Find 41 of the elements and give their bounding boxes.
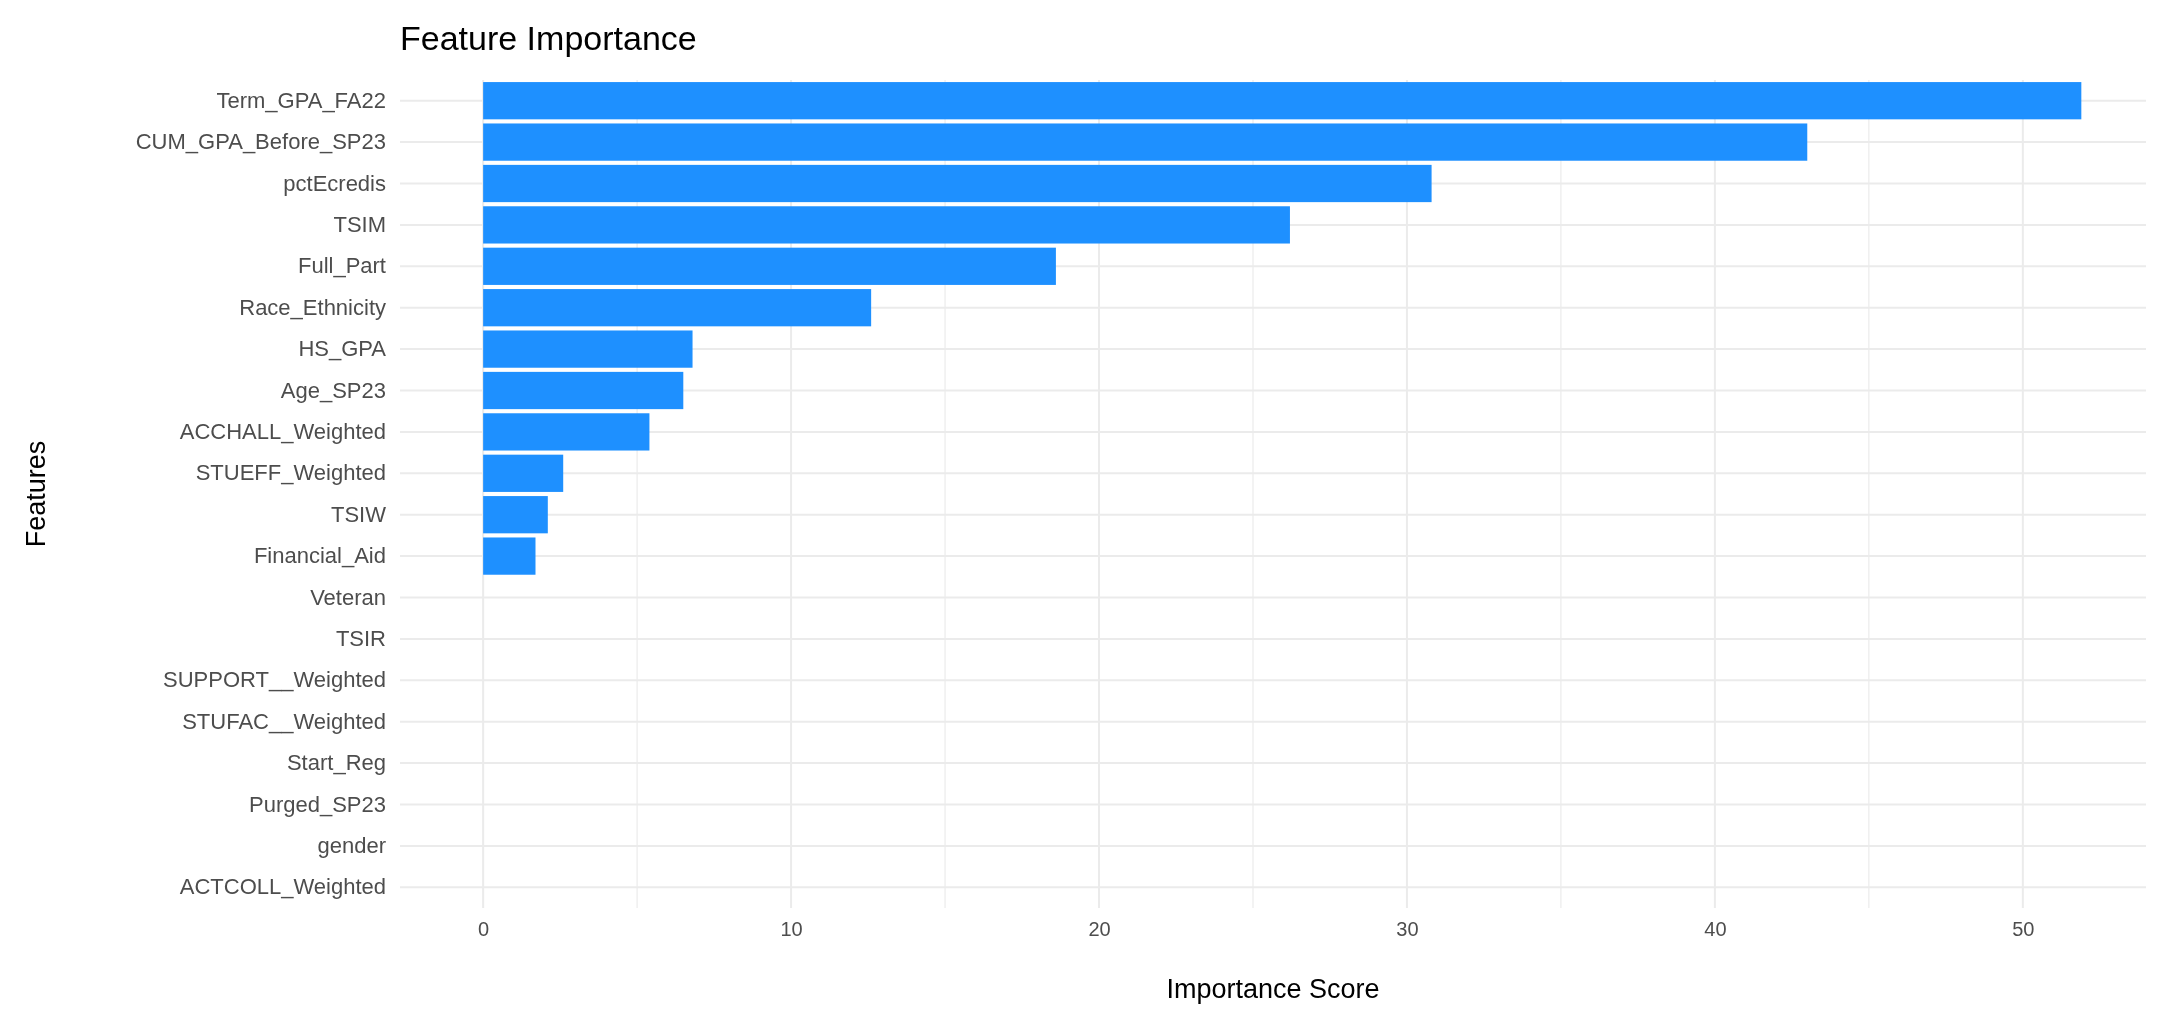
x-axis-title: Importance Score [1166, 974, 1380, 1004]
y-tick-label: STUEFF_Weighted [195, 460, 386, 486]
y-tick-label: Term_GPA_FA22 [216, 87, 386, 113]
y-tick-label: Veteran [310, 584, 386, 610]
bar [483, 82, 2082, 120]
bar [483, 330, 693, 368]
y-tick-label: Race_Ethnicity [239, 294, 386, 320]
x-tick-label: 50 [2012, 918, 2035, 941]
bar [483, 247, 1056, 285]
bar [483, 289, 872, 327]
y-tick-label: SUPPORT__Weighted [163, 667, 386, 693]
y-axis-title: Features [21, 440, 51, 548]
y-tick-label: TSIR [335, 625, 386, 651]
y-tick-label: ACCHALL_Weighted [179, 418, 386, 444]
y-tick-label: Financial_Aid [253, 543, 386, 569]
x-tick-label: 10 [780, 918, 803, 941]
y-tick-label: HS_GPA [298, 336, 387, 362]
x-tick-label: 30 [1396, 918, 1419, 941]
x-tick-label: 40 [1704, 918, 1727, 941]
bar [483, 454, 564, 492]
y-tick-label: Purged_SP23 [249, 791, 386, 817]
bar [483, 537, 536, 575]
y-tick-label: Start_Reg [286, 750, 386, 776]
bar [483, 371, 684, 410]
y-tick-label: TSIW [331, 501, 387, 527]
y-tick-label: TSIM [333, 211, 386, 237]
y-tick-label: gender [317, 832, 386, 858]
y-tick-label: Full_Part [297, 253, 386, 279]
y-tick-label: ACTCOLL_Weighted [179, 874, 386, 900]
x-tick-label: 20 [1088, 918, 1111, 941]
bar [483, 496, 548, 534]
chart-title: Feature Importance [400, 19, 697, 57]
y-tick-label: Age_SP23 [280, 377, 386, 403]
bar [483, 164, 1432, 203]
bar [483, 413, 650, 451]
x-tick-label: 0 [478, 918, 490, 941]
bar [483, 123, 1808, 161]
bar [483, 206, 1290, 244]
y-tick-label: pctEcredis [283, 170, 386, 196]
y-tick-label: STUFAC__Weighted [182, 708, 386, 734]
y-tick-label: CUM_GPA_Before_SP23 [135, 129, 386, 155]
